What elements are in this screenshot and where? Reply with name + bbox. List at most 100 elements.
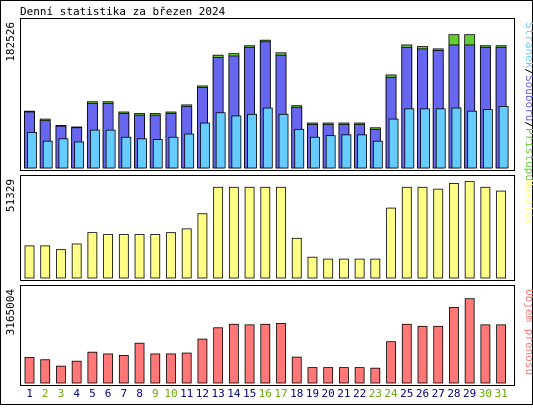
bar-kbytes bbox=[150, 353, 161, 384]
legend: Stránek/Souborů/Přístupů bbox=[523, 22, 533, 181]
bar-visits bbox=[307, 256, 318, 279]
day-label: 1 bbox=[26, 387, 33, 400]
bar-visits bbox=[87, 232, 98, 279]
day-label: 7 bbox=[121, 387, 128, 400]
bar-visits bbox=[260, 186, 271, 279]
day-label: 26 bbox=[416, 387, 429, 400]
bar-kbytes bbox=[401, 323, 412, 384]
bar-pages bbox=[357, 134, 368, 169]
bar-pages bbox=[372, 140, 383, 169]
bar-visits bbox=[40, 245, 51, 279]
bar-kbytes bbox=[228, 323, 239, 384]
bar-visits bbox=[464, 181, 475, 279]
day-label: 6 bbox=[105, 387, 112, 400]
bar-kbytes bbox=[480, 324, 491, 384]
bar-kbytes bbox=[24, 357, 35, 384]
bar-pages bbox=[341, 134, 352, 169]
bar-kbytes bbox=[244, 324, 255, 384]
bar-pages bbox=[325, 135, 336, 169]
bar-visits bbox=[197, 213, 208, 279]
bar-visits bbox=[449, 183, 459, 279]
bar-visits bbox=[181, 228, 192, 279]
bar-pages bbox=[42, 140, 53, 169]
bar-pages bbox=[247, 113, 257, 169]
bar-pages bbox=[168, 136, 179, 169]
bar-pages bbox=[498, 106, 509, 169]
legend-separator: / bbox=[523, 121, 533, 128]
bar-kbytes bbox=[56, 365, 66, 384]
bar-pages bbox=[310, 136, 320, 169]
panel-bottom: 3165004 Objem přenosu bbox=[4, 285, 533, 386]
legend-entry: Souborů bbox=[523, 75, 533, 121]
day-label: 25 bbox=[400, 387, 413, 400]
bar-kbytes bbox=[71, 360, 82, 384]
bar-visits bbox=[56, 249, 66, 279]
bar-pages bbox=[58, 138, 69, 169]
bar-kbytes bbox=[166, 353, 176, 384]
bar-visits bbox=[134, 234, 145, 279]
day-label: 20 bbox=[322, 387, 335, 400]
day-label: 9 bbox=[152, 387, 159, 400]
bar-kbytes bbox=[40, 359, 51, 384]
bar-kbytes bbox=[197, 338, 208, 384]
bar-pages bbox=[435, 108, 446, 169]
bar-pages bbox=[121, 136, 132, 169]
bar-kbytes bbox=[354, 367, 365, 384]
bar-visits bbox=[150, 234, 161, 279]
legend: Návštěv bbox=[523, 179, 533, 226]
bar-kbytes bbox=[103, 353, 113, 384]
bar-kbytes bbox=[213, 327, 224, 384]
bar-pages bbox=[231, 115, 242, 169]
day-label: 8 bbox=[136, 387, 143, 400]
bar-kbytes bbox=[433, 325, 444, 384]
bar-visits bbox=[118, 234, 129, 279]
bar-visits bbox=[166, 232, 176, 279]
bar-kbytes bbox=[118, 354, 129, 384]
day-label: 4 bbox=[73, 387, 80, 400]
legend-entry: Objem přenosu bbox=[523, 289, 533, 375]
bar-visits bbox=[338, 258, 349, 279]
day-label: 15 bbox=[243, 387, 256, 400]
day-label: 23 bbox=[369, 387, 382, 400]
day-label: 19 bbox=[306, 387, 319, 400]
bar-visits bbox=[228, 186, 239, 279]
bar-pages bbox=[74, 141, 85, 169]
legend-entry: Přístupů bbox=[523, 128, 533, 181]
bar-visits bbox=[103, 234, 113, 279]
day-label: 10 bbox=[164, 387, 177, 400]
bar-pages bbox=[215, 112, 226, 169]
day-label: 3 bbox=[58, 387, 65, 400]
y-max-label: 51329 bbox=[4, 179, 17, 212]
chart-panels: 182526 Stránek/Souborů/Přístupů 51329 Návšt… bbox=[4, 18, 533, 386]
y-max-label: 182526 bbox=[4, 22, 17, 62]
day-label: 29 bbox=[463, 387, 476, 400]
bar-visits bbox=[417, 186, 428, 279]
bar-visits bbox=[386, 207, 396, 279]
day-axis-labels: 1 2 3 4 5 6 7 8 9 10 11 12 13 14 15 16 17 18 19 20 21 22 23 24 2… bbox=[26, 387, 508, 400]
bar-visits bbox=[370, 258, 381, 279]
bar-kbytes bbox=[449, 307, 459, 384]
bar-kbytes bbox=[181, 352, 192, 384]
bar-pages bbox=[420, 108, 430, 169]
bar-pages bbox=[404, 108, 415, 169]
bar-pages bbox=[388, 118, 399, 169]
day-label: 21 bbox=[337, 387, 350, 400]
bar-visits bbox=[401, 186, 412, 279]
bar-pages bbox=[89, 129, 100, 169]
bar-visits bbox=[480, 186, 491, 279]
bar-kbytes bbox=[276, 323, 286, 384]
bar-kbytes bbox=[87, 351, 98, 384]
bar-kbytes bbox=[370, 367, 381, 384]
bar-visits bbox=[291, 237, 302, 279]
bar-kbytes bbox=[496, 324, 507, 384]
panel-middle: 51329 Návštěv bbox=[4, 175, 533, 281]
bar-pages bbox=[482, 109, 493, 169]
bar-kbytes bbox=[323, 367, 334, 384]
bar-pages bbox=[105, 129, 116, 169]
bar-kbytes bbox=[417, 325, 428, 384]
day-label: 31 bbox=[494, 387, 507, 400]
day-label: 28 bbox=[447, 387, 460, 400]
chart-title: Denní statistika za březen 2024 bbox=[20, 5, 226, 18]
day-label: 13 bbox=[212, 387, 225, 400]
day-label: 24 bbox=[384, 387, 398, 400]
